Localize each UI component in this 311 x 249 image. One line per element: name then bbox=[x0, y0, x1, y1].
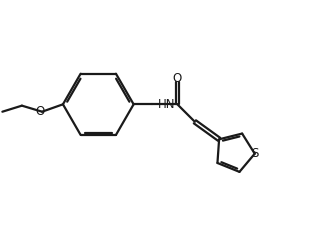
Text: S: S bbox=[251, 147, 258, 160]
Text: O: O bbox=[36, 105, 45, 118]
Text: O: O bbox=[173, 72, 182, 85]
Text: HN: HN bbox=[158, 98, 176, 111]
